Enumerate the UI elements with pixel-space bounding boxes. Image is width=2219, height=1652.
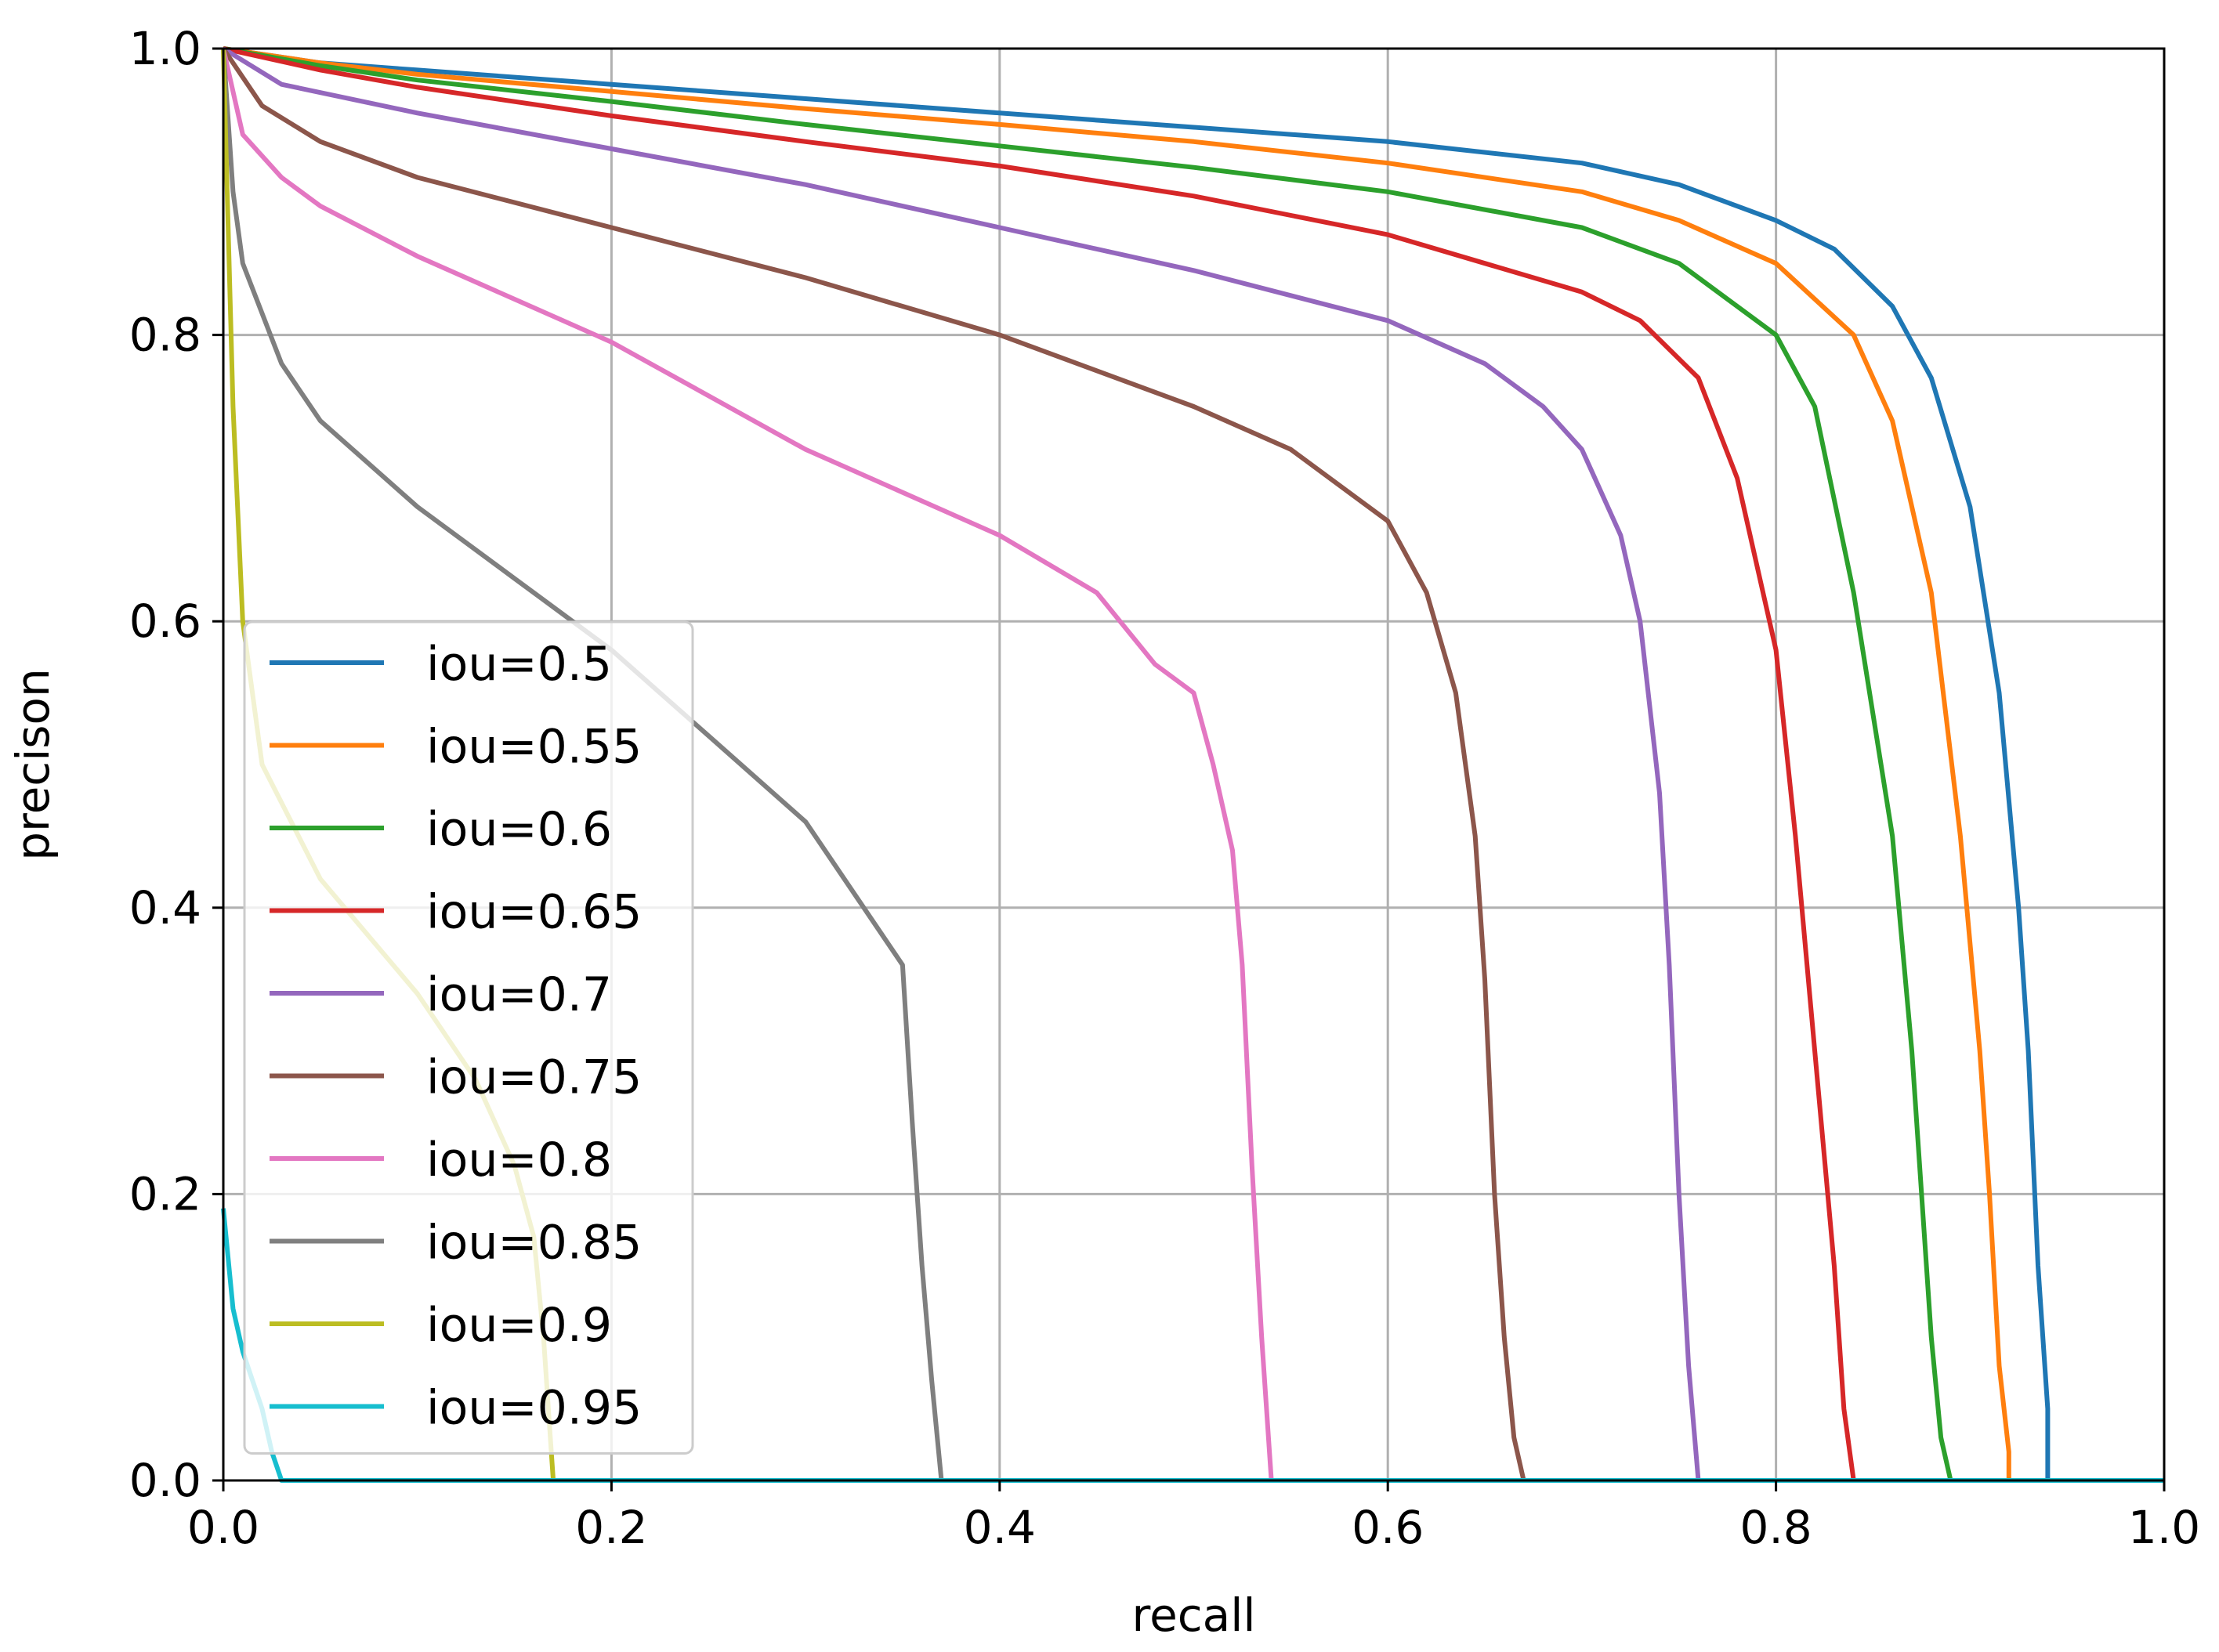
legend-label: iou=0.5	[426, 637, 612, 692]
legend-label: iou=0.8	[426, 1133, 612, 1187]
legend-entry: iou=0.7	[270, 967, 612, 1022]
x-tick-labels: 0.0 0.2 0.4 0.6 0.8 1.0	[187, 1501, 2200, 1554]
legend-entry: iou=0.85	[270, 1216, 642, 1271]
legend-label: iou=0.9	[426, 1298, 612, 1353]
x-tick-label: 0.0	[187, 1501, 259, 1554]
legend-label: iou=0.7	[426, 967, 612, 1022]
x-tick-label: 0.8	[1739, 1501, 1812, 1554]
series-line-iou-0-65	[223, 46, 2164, 1483]
series-line-iou-0-55	[223, 46, 2164, 1483]
series-line-iou-0-85	[221, 48, 2164, 1483]
legend-label: iou=0.85	[426, 1216, 642, 1271]
legend-entry: iou=0.95	[270, 1381, 642, 1436]
y-tick-label: 0.8	[129, 309, 201, 362]
x-tick-label: 1.0	[2128, 1501, 2200, 1554]
y-tick-label: 0.6	[129, 595, 201, 648]
x-tick-label: 0.6	[1352, 1501, 1424, 1554]
legend-label: iou=0.65	[426, 885, 642, 940]
x-axis-label: recall	[1132, 1589, 1256, 1642]
x-tick-label: 0.4	[964, 1501, 1036, 1554]
legend-entry: iou=0.8	[270, 1133, 612, 1187]
legend-label: iou=0.55	[426, 720, 642, 775]
legend-entry: iou=0.65	[270, 885, 642, 940]
series-line-iou-0-6	[223, 46, 2164, 1483]
tick-marks	[212, 47, 2166, 1491]
legend-entry: iou=0.75	[270, 1050, 642, 1105]
y-tick-labels: 0.0 0.2 0.4 0.6 0.8 1.0	[129, 22, 201, 1507]
y-axis-label: precison	[6, 668, 60, 861]
legend-label: iou=0.6	[426, 802, 612, 857]
y-tick-label: 1.0	[129, 22, 201, 75]
series-line-iou-0-7	[222, 46, 2164, 1483]
series-line-iou-0-75	[221, 47, 2164, 1483]
legend: iou=0.5 iou=0.55 iou=0.6 iou=0.65 iou=0.7 iou…	[243, 620, 694, 1455]
y-tick-label: 0.4	[129, 881, 201, 934]
x-tick-label: 0.2	[575, 1501, 647, 1554]
legend-label: iou=0.75	[426, 1050, 642, 1105]
y-tick-label: 0.0	[129, 1454, 201, 1507]
legend-entry: iou=0.55	[270, 720, 642, 775]
plot-frame	[222, 47, 2166, 1482]
y-tick-label: 0.2	[129, 1167, 201, 1220]
series-line-iou-0-8	[221, 48, 2164, 1483]
legend-entry: iou=0.5	[270, 637, 612, 692]
legend-label: iou=0.95	[426, 1381, 642, 1436]
series-line-iou-0-5	[223, 46, 2164, 1483]
legend-entry: iou=0.9	[270, 1298, 612, 1353]
legend-entry: iou=0.6	[270, 802, 612, 857]
